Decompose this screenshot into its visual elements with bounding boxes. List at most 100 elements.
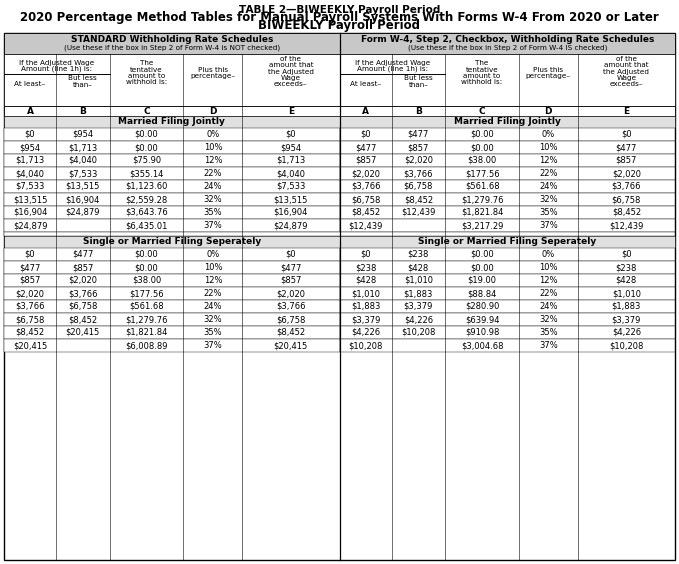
Text: 22%: 22%: [204, 289, 222, 298]
Text: B: B: [79, 107, 86, 116]
Text: $3,766: $3,766: [276, 302, 306, 311]
Bar: [4, 219, 340, 232]
Text: of the: of the: [280, 56, 301, 62]
Text: Plus this: Plus this: [198, 67, 228, 73]
Text: 32%: 32%: [204, 315, 222, 324]
Bar: [4, 248, 340, 261]
Text: Plus this: Plus this: [533, 67, 564, 73]
Text: $3,217.29: $3,217.29: [461, 221, 503, 230]
Bar: [340, 128, 675, 141]
Text: of the: of the: [616, 56, 637, 62]
Bar: [340, 261, 675, 274]
Text: $2,020: $2,020: [16, 289, 45, 298]
Bar: [340, 300, 675, 313]
Text: $477: $477: [72, 250, 94, 259]
Text: Amount (line 1h) is:: Amount (line 1h) is:: [21, 66, 92, 72]
Bar: [4, 141, 340, 154]
Text: 24%: 24%: [204, 302, 222, 311]
Text: $8,452: $8,452: [351, 208, 380, 217]
Text: $75.90: $75.90: [132, 156, 161, 165]
Text: 0%: 0%: [542, 250, 555, 259]
Text: $3,004.68: $3,004.68: [461, 341, 503, 350]
Text: $16,904: $16,904: [274, 208, 308, 217]
Bar: [4, 33, 340, 54]
Text: If the Adjusted Wage: If the Adjusted Wage: [354, 60, 430, 66]
Text: $910.98: $910.98: [465, 328, 499, 337]
Text: $6,758: $6,758: [276, 315, 306, 324]
Bar: [4, 167, 340, 180]
Text: 0%: 0%: [206, 130, 219, 139]
Text: Single or Married Filing Seperately: Single or Married Filing Seperately: [83, 237, 261, 246]
Text: $20,415: $20,415: [13, 341, 47, 350]
Bar: [340, 141, 675, 154]
Text: Single or Married Filing Seperately: Single or Married Filing Seperately: [418, 237, 596, 246]
Bar: [340, 193, 675, 206]
Text: $0: $0: [621, 250, 631, 259]
Text: $0: $0: [286, 130, 296, 139]
Text: $857: $857: [280, 276, 301, 285]
Text: STANDARD Withholding Rate Schedules: STANDARD Withholding Rate Schedules: [71, 35, 273, 44]
Text: $857: $857: [616, 156, 637, 165]
Text: $477: $477: [280, 263, 301, 272]
Text: $8,452: $8,452: [69, 315, 97, 324]
Text: $6,008.89: $6,008.89: [126, 341, 168, 350]
Text: D: D: [545, 107, 552, 116]
Text: 12%: 12%: [539, 276, 557, 285]
Text: $10,208: $10,208: [348, 341, 383, 350]
Text: $88.84: $88.84: [467, 289, 497, 298]
Bar: [4, 232, 675, 236]
Text: $0: $0: [24, 250, 35, 259]
Text: 24%: 24%: [539, 302, 557, 311]
Text: 35%: 35%: [539, 328, 557, 337]
Text: $477: $477: [407, 130, 429, 139]
Text: $280.90: $280.90: [465, 302, 499, 311]
Text: 12%: 12%: [539, 156, 557, 165]
Text: amount to: amount to: [464, 73, 500, 79]
Text: amount that: amount that: [268, 63, 313, 68]
Text: $1,010: $1,010: [612, 289, 641, 298]
Text: $12,439: $12,439: [609, 221, 644, 230]
Text: 24%: 24%: [204, 182, 222, 191]
Text: $177.56: $177.56: [129, 289, 164, 298]
Text: the Adjusted: the Adjusted: [604, 69, 649, 74]
Text: D: D: [209, 107, 217, 116]
Text: $1,713: $1,713: [16, 156, 45, 165]
Text: $2,020: $2,020: [351, 169, 380, 178]
Text: $4,040: $4,040: [16, 169, 45, 178]
Text: Wage: Wage: [617, 75, 636, 81]
Text: Form W-4, Step 2, Checkbox, Withholding Rate Schedules: Form W-4, Step 2, Checkbox, Withholding …: [361, 35, 654, 44]
Text: $3,379: $3,379: [403, 302, 433, 311]
Text: $954: $954: [72, 130, 94, 139]
Text: The: The: [140, 60, 153, 67]
Text: 35%: 35%: [204, 208, 222, 217]
Bar: [4, 274, 340, 287]
Text: $561.68: $561.68: [129, 302, 164, 311]
Text: At least–: At least–: [350, 81, 381, 87]
Bar: [4, 287, 340, 300]
Text: $1,123.60: $1,123.60: [126, 182, 168, 191]
Text: $6,435.01: $6,435.01: [126, 221, 168, 230]
Bar: [340, 248, 675, 261]
Text: $355.14: $355.14: [130, 169, 164, 178]
Text: (Use these if the box in Step 2 of Form W-4 IS checked): (Use these if the box in Step 2 of Form …: [407, 45, 607, 51]
Text: $24,879: $24,879: [13, 221, 48, 230]
Text: A: A: [26, 107, 33, 116]
Text: tentative: tentative: [466, 67, 498, 73]
Text: $1,010: $1,010: [351, 289, 380, 298]
Text: exceeds–: exceeds–: [274, 81, 308, 87]
Text: $477: $477: [616, 143, 637, 152]
Text: $428: $428: [616, 276, 637, 285]
Text: $1,713: $1,713: [276, 156, 306, 165]
Bar: [340, 154, 675, 167]
Text: exceeds–: exceeds–: [610, 81, 643, 87]
Text: 32%: 32%: [204, 195, 222, 204]
Text: $0: $0: [360, 250, 371, 259]
Text: withhold is:: withhold is:: [462, 79, 502, 85]
Text: $1,883: $1,883: [612, 302, 641, 311]
Text: $2,020: $2,020: [612, 169, 641, 178]
Text: $3,766: $3,766: [403, 169, 433, 178]
Text: $4,226: $4,226: [612, 328, 641, 337]
Text: $238: $238: [616, 263, 637, 272]
Text: C: C: [143, 107, 150, 116]
Text: $6,758: $6,758: [16, 315, 45, 324]
